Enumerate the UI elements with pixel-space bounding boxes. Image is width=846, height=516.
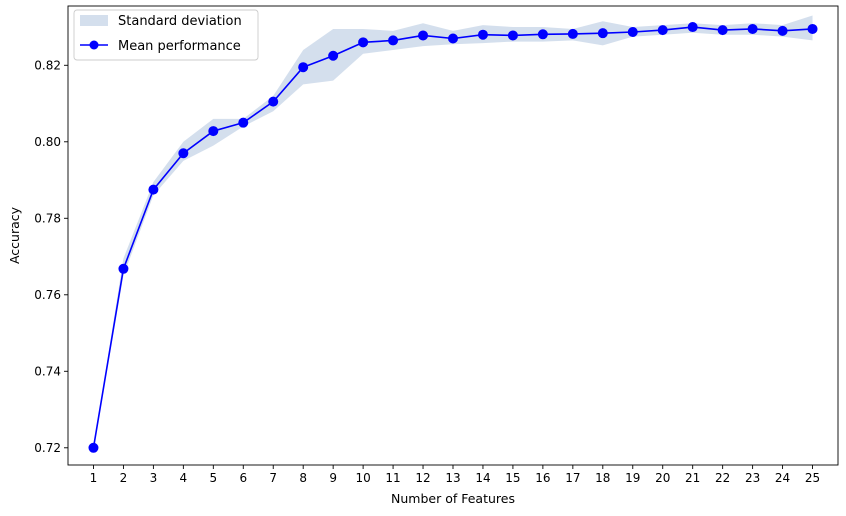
mean-point-12 <box>418 30 429 41</box>
legend-band-swatch <box>80 15 108 26</box>
mean-point-24 <box>777 25 788 36</box>
y-tick-label: 0.80 <box>34 135 61 149</box>
mean-point-20 <box>657 25 668 36</box>
y-axis-label: Accuracy <box>7 206 22 264</box>
mean-point-11 <box>388 35 399 46</box>
mean-point-1 <box>88 442 99 453</box>
mean-point-21 <box>687 22 698 33</box>
x-tick-label: 17 <box>565 471 580 485</box>
x-tick-label: 8 <box>299 471 307 485</box>
mean-markers-layer <box>88 22 818 453</box>
x-tick-label: 18 <box>595 471 610 485</box>
plot-frame <box>67 5 839 466</box>
mean-performance-line <box>92 26 813 448</box>
x-tick-label: 10 <box>355 471 370 485</box>
mean-point-3 <box>148 184 159 195</box>
legend: Standard deviation Mean performance <box>73 9 259 61</box>
legend-line-marker <box>89 40 99 50</box>
y-tick-label: 0.78 <box>34 211 61 225</box>
x-tick-label: 13 <box>445 471 460 485</box>
x-tick-label: 6 <box>239 471 247 485</box>
y-axis-ticks: 0.72 0.74 0.76 0.78 0.80 0.82 <box>34 58 68 455</box>
x-tick-label: 21 <box>685 471 700 485</box>
mean-point-22 <box>717 25 728 36</box>
y-tick-label: 0.74 <box>34 364 61 378</box>
mean-point-17 <box>567 28 578 39</box>
x-axis-ticks: 1 2 3 4 5 6 7 8 9 10 11 12 13 14 15 16 17 18 19 20 21 22 23 24 2… <box>90 465 820 485</box>
x-tick-label: 15 <box>505 471 520 485</box>
x-tick-label: 11 <box>385 471 400 485</box>
legend-line-label: Mean performance <box>118 39 241 54</box>
mean-point-9 <box>328 50 339 61</box>
x-tick-label: 22 <box>715 471 730 485</box>
mean-point-18 <box>597 28 608 39</box>
y-tick-label: 0.72 <box>34 441 61 455</box>
mean-point-5 <box>208 126 219 137</box>
x-tick-label: 2 <box>120 471 128 485</box>
x-tick-label: 19 <box>625 471 640 485</box>
std-band-layer <box>93 15 813 448</box>
mean-point-8 <box>298 62 309 73</box>
mean-point-15 <box>507 30 518 41</box>
mean-point-10 <box>358 37 369 48</box>
x-tick-label: 24 <box>775 471 790 485</box>
x-tick-label: 25 <box>805 471 820 485</box>
x-tick-label: 1 <box>90 471 98 485</box>
y-tick-label: 0.82 <box>34 58 61 72</box>
mean-point-16 <box>537 29 548 40</box>
x-tick-label: 5 <box>209 471 217 485</box>
x-tick-label: 20 <box>655 471 670 485</box>
x-tick-label: 7 <box>269 471 277 485</box>
legend-box <box>73 9 259 61</box>
x-tick-label: 4 <box>180 471 188 485</box>
x-tick-label: 12 <box>415 471 430 485</box>
mean-point-25 <box>807 23 818 34</box>
mean-point-4 <box>178 148 189 159</box>
y-tick-label: 0.76 <box>34 288 61 302</box>
legend-band-label: Standard deviation <box>118 14 242 29</box>
x-tick-label: 9 <box>329 471 337 485</box>
std-band-area <box>93 15 813 448</box>
x-axis-label: Number of Features <box>391 491 515 506</box>
mean-line-layer <box>92 26 813 448</box>
x-tick-label: 3 <box>150 471 158 485</box>
x-tick-label: 23 <box>745 471 760 485</box>
x-tick-label: 16 <box>535 471 550 485</box>
mean-point-7 <box>268 96 279 107</box>
mean-point-2 <box>118 263 129 274</box>
mean-point-23 <box>747 23 758 34</box>
mean-point-19 <box>627 27 638 38</box>
mean-point-13 <box>448 33 458 44</box>
mean-point-14 <box>477 29 488 40</box>
mean-point-6 <box>238 117 249 128</box>
x-tick-label: 14 <box>475 471 490 485</box>
